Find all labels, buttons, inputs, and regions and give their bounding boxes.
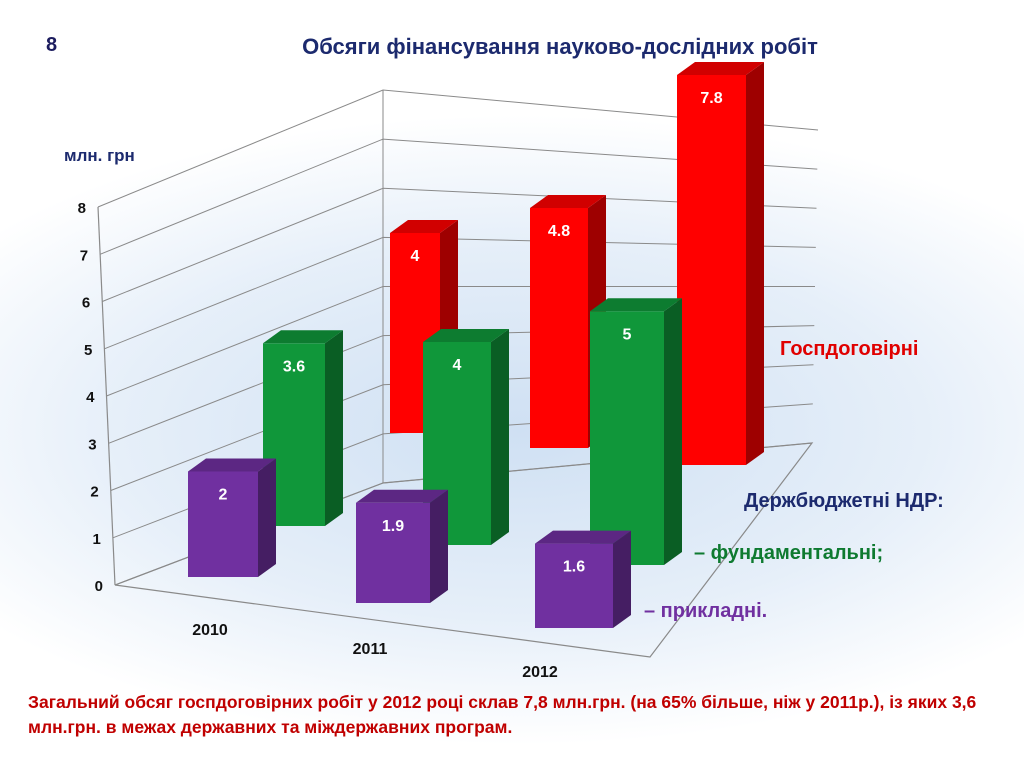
y-tick-label: 8 (78, 200, 86, 217)
chart-title: Обсяги фінансування науково-дослідних ро… (302, 34, 818, 59)
bar-front (188, 471, 258, 577)
y-tick-label: 5 (84, 342, 92, 359)
bar-top (188, 458, 276, 472)
y-tick-label: 3 (88, 436, 96, 453)
bar-front (356, 502, 430, 603)
bar-value-label: 1.9 (382, 518, 404, 535)
y-tick-label: 6 (82, 295, 90, 312)
bar-value-label: 1.6 (563, 559, 585, 576)
bar-side (325, 330, 343, 526)
bar-top (535, 530, 631, 544)
y-tick-label: 4 (86, 389, 95, 406)
bar-applied-2012: 1.6 (535, 530, 631, 628)
y-tick-label: 7 (80, 247, 88, 264)
bar-side (613, 530, 631, 628)
legend-contract: Госпдоговірні (780, 338, 919, 360)
bar-top (356, 489, 448, 503)
legend-applied: – прикладні. (644, 600, 768, 622)
bar-contract-2011: 4.8 (530, 195, 606, 448)
legend-fundamental: – фундаментальні; (694, 542, 884, 564)
bar-front (530, 208, 588, 448)
y-axis-unit-label: млн. грн (64, 146, 135, 165)
bar-value-label: 7.8 (700, 90, 722, 107)
bar-contract-2012: 7.8 (677, 62, 764, 465)
bar-fundamental-2012: 5 (590, 298, 682, 565)
bar-value-label: 5 (623, 326, 632, 343)
bar-top (530, 195, 606, 208)
legend-budget-header: Держбюджетні НДР: (744, 490, 944, 512)
y-tick-label: 0 (95, 578, 103, 595)
bar-front (590, 311, 664, 565)
bar-top (263, 330, 343, 344)
bar-value-label: 3.6 (283, 358, 305, 375)
slide-number: 8 (46, 34, 58, 56)
bar-top (677, 62, 764, 75)
footnote: Загальний обсяг госпдоговірних робіт у 2… (28, 692, 977, 737)
bar-top (423, 329, 509, 342)
bar-side (258, 458, 276, 577)
bar-fundamental-2010: 3.6 (263, 330, 343, 526)
bar-value-label: 4 (411, 248, 420, 265)
bar-front (535, 543, 613, 628)
bar-top (390, 220, 458, 233)
bar-side (664, 298, 682, 565)
bar-side (430, 489, 448, 603)
y-tick-label: 1 (93, 531, 101, 548)
x-category-label: 2011 (353, 641, 388, 658)
y-axis-line (97, 206, 116, 586)
x-category-label: 2010 (192, 622, 228, 639)
bar-value-label: 4.8 (548, 223, 570, 240)
bar-front (677, 75, 746, 465)
x-category-label: 2012 (522, 664, 558, 681)
y-tick-label: 2 (90, 484, 98, 501)
bar-value-label: 4 (453, 357, 462, 374)
bar-chart-3d: 0 1 2 3 4 5 6 7 8 4 4.8 7.8 3.6 4 5 2 1.9 1.6 2010 2011 2012 (78, 62, 819, 681)
bar-side (491, 329, 509, 545)
bar-value-label: 2 (219, 487, 228, 504)
bar-applied-2011: 1.9 (356, 489, 448, 603)
bar-side (746, 62, 764, 465)
bar-top (590, 298, 682, 312)
bar-applied-2010: 2 (188, 458, 276, 577)
